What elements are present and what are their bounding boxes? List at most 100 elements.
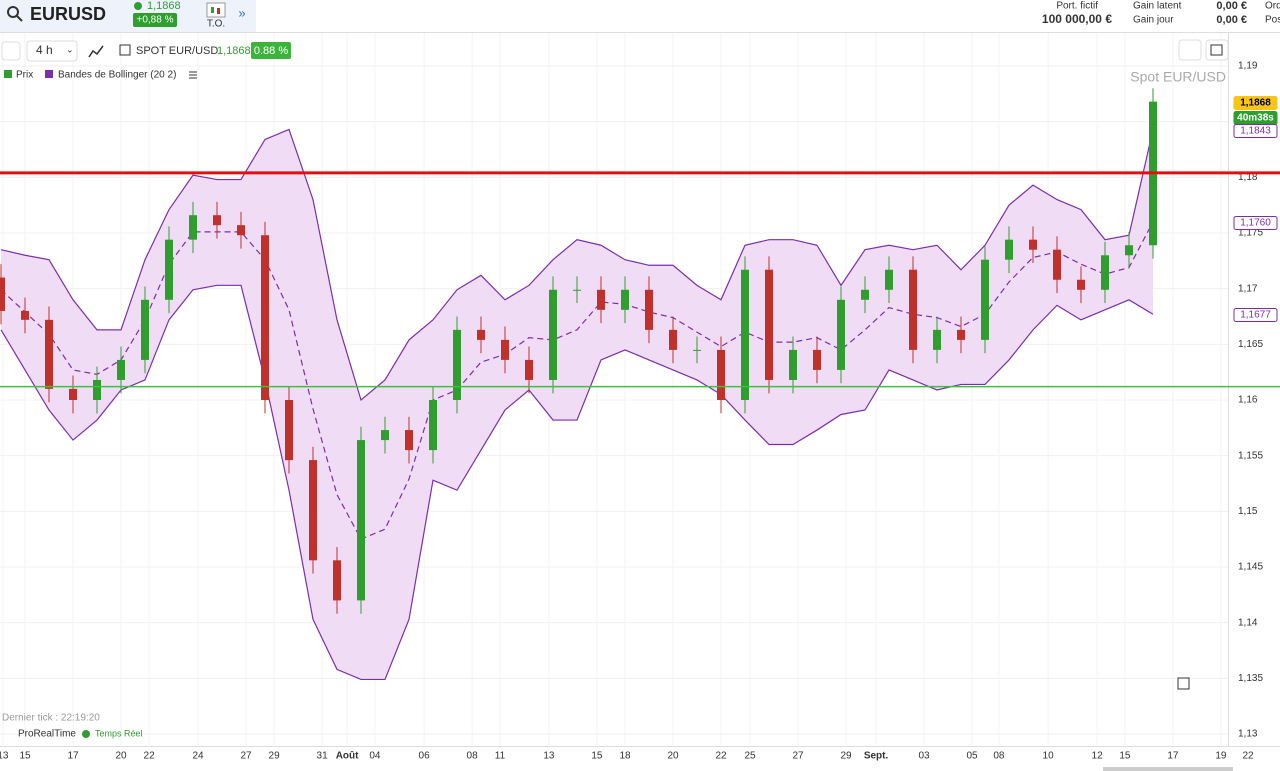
price-tag-label: 1,1760: [1240, 218, 1271, 229]
symbol[interactable]: EURUSD: [30, 4, 106, 24]
candle-body: [453, 329, 461, 400]
to-icon[interactable]: [206, 2, 226, 18]
candle-body: [333, 560, 341, 601]
price-legend-swatch: [4, 70, 12, 78]
candle-body: [213, 215, 221, 226]
x-tick-label: 20: [115, 751, 127, 762]
band-middle: [0, 221, 1154, 540]
day-label: Gain jour: [1133, 15, 1174, 26]
settings-button[interactable]: [1, 41, 21, 61]
candle-body: [933, 329, 941, 350]
candle-body: [669, 329, 677, 350]
column-ord: Ord: [1265, 1, 1280, 12]
candle-body: [501, 339, 509, 360]
window-button[interactable]: [1205, 39, 1229, 61]
toolbar-change-pill: [251, 42, 291, 59]
candle-body: [837, 299, 845, 370]
toolbar-price: 1,1868: [217, 45, 251, 57]
x-tick-label: 15: [591, 751, 603, 762]
candle-body: [981, 259, 989, 340]
realtime-label: Temps Réel: [95, 728, 143, 738]
legend-price[interactable]: Prix: [16, 70, 33, 81]
x-tick-label: 27: [792, 751, 804, 762]
x-tick-label: 08: [467, 751, 479, 762]
scrollbar[interactable]: [1103, 767, 1233, 771]
legend-bands[interactable]: Bandes de Bollinger (20 2): [58, 70, 176, 81]
candle-body: [693, 349, 701, 351]
candle-body: [189, 215, 197, 240]
candle-body: [813, 349, 821, 370]
price-tag-label: 1,1677: [1240, 310, 1271, 321]
candle-body: [165, 239, 173, 300]
portfolio-value: 100 000,00 €: [1042, 12, 1112, 26]
price-tag-label: 1,1843: [1240, 126, 1271, 137]
candle-body: [93, 379, 101, 400]
x-tick-label: 12: [1092, 751, 1104, 762]
corner-button[interactable]: [1177, 677, 1190, 690]
info-icon[interactable]: [119, 44, 131, 56]
x-tick-label: 13: [543, 751, 555, 762]
x-tick-label: Sept.: [864, 751, 889, 762]
candle-body: [957, 329, 965, 340]
x-tick-label: 20: [667, 751, 679, 762]
price-tag: [1233, 124, 1278, 138]
latent-value: 0,00 €: [1216, 0, 1247, 12]
y-tick-label: 1,14: [1238, 617, 1258, 628]
price-tag: [1233, 216, 1278, 230]
x-tick-label: Août: [336, 751, 359, 762]
x-tick-label: 24: [192, 751, 204, 762]
band-fill: [1, 129, 1153, 680]
candle-body: [141, 299, 149, 360]
band-upper: [0, 128, 1154, 402]
tools-button[interactable]: [1178, 39, 1202, 61]
y-tick-label: 1,19: [1238, 61, 1258, 72]
toolbar: 4 h ⌄ SPOT EUR/USD 1,1868 0.88 % Prix Ba…: [1, 39, 1229, 81]
y-tick-label: 1,17: [1238, 283, 1258, 294]
column-pos: Pos: [1265, 15, 1280, 26]
expand-arrows[interactable]: »: [238, 5, 245, 20]
to-label[interactable]: T.O.: [207, 19, 225, 30]
candle-body: [117, 359, 125, 380]
x-tick-label: 11: [495, 751, 506, 762]
y-tick-label: 1,135: [1238, 673, 1263, 684]
candle-body: [1053, 249, 1061, 280]
y-tick-label: 1,18: [1238, 172, 1258, 183]
candle-body: [21, 310, 29, 320]
candle-body: [309, 460, 317, 561]
interval-select[interactable]: [26, 40, 78, 62]
y-tick-label: 1,165: [1238, 339, 1263, 350]
candle-body: [45, 319, 53, 389]
x-tick-label: 22: [715, 751, 727, 762]
candle-body: [429, 400, 437, 451]
candle-body: [597, 289, 605, 310]
candle-body: [0, 277, 5, 311]
instrument: SPOT EUR/USD: [136, 45, 218, 57]
x-tick-label: 25: [744, 751, 756, 762]
candle-body: [381, 430, 389, 441]
legend-list-icon[interactable]: [189, 71, 197, 79]
price-tag: [1233, 308, 1278, 322]
candle-body: [765, 269, 773, 380]
x-tick-label: 05: [966, 751, 978, 762]
interval[interactable]: 4 h: [36, 43, 53, 57]
x-tick-label: 29: [840, 751, 852, 762]
last-tick: Dernier tick : 22:19:20: [2, 713, 100, 724]
candle-body: [885, 269, 893, 290]
candle-body: [789, 349, 797, 380]
chart-type-button[interactable]: [88, 45, 104, 58]
search-icon[interactable]: [7, 6, 23, 22]
day-value: 0,00 €: [1216, 14, 1247, 26]
band-legend-swatch: [45, 70, 53, 78]
price-tag: [1233, 96, 1278, 110]
window-icon: [1210, 44, 1223, 56]
x-tick-label: 22: [1242, 751, 1254, 762]
y-tick-label: 1,15: [1238, 506, 1258, 517]
candle-body: [621, 289, 629, 310]
x-tick-label: 15: [19, 751, 31, 762]
x-tick-label: 18: [619, 751, 631, 762]
candle-body: [237, 225, 245, 236]
dropdown-caret[interactable]: ⌄: [66, 44, 74, 54]
x-tick-label: 15: [1119, 751, 1131, 762]
